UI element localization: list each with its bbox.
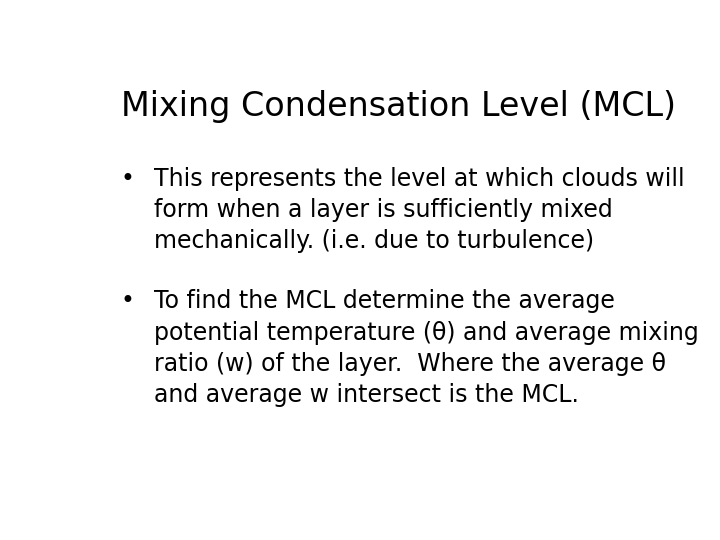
Text: •: • (121, 167, 135, 191)
Text: ratio (w) of the layer.  Where the average θ: ratio (w) of the layer. Where the averag… (154, 352, 666, 376)
Text: mechanically. (i.e. due to turbulence): mechanically. (i.e. due to turbulence) (154, 229, 594, 253)
Text: Mixing Condensation Level (MCL): Mixing Condensation Level (MCL) (121, 90, 675, 123)
Text: and average w intersect is the MCL.: and average w intersect is the MCL. (154, 383, 579, 407)
Text: form when a layer is sufficiently mixed: form when a layer is sufficiently mixed (154, 198, 613, 222)
Text: •: • (121, 289, 135, 313)
Text: potential temperature (θ) and average mixing: potential temperature (θ) and average mi… (154, 321, 699, 345)
Text: To find the MCL determine the average: To find the MCL determine the average (154, 289, 615, 313)
Text: This represents the level at which clouds will: This represents the level at which cloud… (154, 167, 685, 191)
